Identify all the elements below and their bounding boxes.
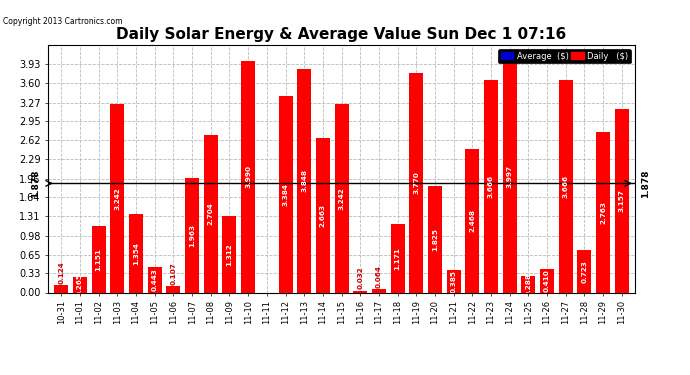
Bar <box>596 132 610 292</box>
Text: 2.663: 2.663 <box>320 204 326 226</box>
Text: 1.171: 1.171 <box>395 247 401 270</box>
Bar <box>55 285 68 292</box>
Text: 3.157: 3.157 <box>619 189 624 212</box>
Text: 3.848: 3.848 <box>302 169 307 192</box>
Bar <box>335 104 348 292</box>
Bar <box>166 286 181 292</box>
Text: 3.384: 3.384 <box>282 183 288 206</box>
Text: 0.723: 0.723 <box>582 260 587 283</box>
Text: 3.242: 3.242 <box>339 187 344 210</box>
Bar <box>110 104 124 292</box>
Text: 0.410: 0.410 <box>544 269 550 292</box>
Bar <box>615 109 629 292</box>
Bar <box>353 291 367 292</box>
Text: 0.107: 0.107 <box>170 262 177 285</box>
Text: 1.151: 1.151 <box>96 248 101 270</box>
Bar <box>279 96 293 292</box>
Text: 0.443: 0.443 <box>152 268 158 291</box>
Text: 0.265: 0.265 <box>77 273 83 296</box>
Text: 3.990: 3.990 <box>245 165 251 188</box>
Text: 1.354: 1.354 <box>133 242 139 265</box>
Text: 1.878: 1.878 <box>31 169 40 198</box>
Bar <box>241 61 255 292</box>
Bar <box>73 277 87 292</box>
Bar <box>559 80 573 292</box>
Text: 3.997: 3.997 <box>506 165 513 188</box>
Text: 1.312: 1.312 <box>226 243 233 266</box>
Text: 0.124: 0.124 <box>59 261 64 284</box>
Bar <box>129 214 143 292</box>
Text: 2.763: 2.763 <box>600 201 606 223</box>
Bar <box>222 216 237 292</box>
Bar <box>502 60 517 292</box>
Bar <box>297 69 311 292</box>
Bar <box>185 178 199 292</box>
Text: 1.963: 1.963 <box>189 224 195 247</box>
Text: 3.242: 3.242 <box>115 187 121 210</box>
Text: 2.468: 2.468 <box>469 209 475 232</box>
Title: Daily Solar Energy & Average Value Sun Dec 1 07:16: Daily Solar Energy & Average Value Sun D… <box>117 27 566 42</box>
Text: 0.385: 0.385 <box>451 270 457 293</box>
Bar <box>465 149 480 292</box>
Bar <box>316 138 330 292</box>
Legend: Average  ($), Daily   ($): Average ($), Daily ($) <box>498 49 631 63</box>
Text: 0.288: 0.288 <box>525 273 531 296</box>
Text: 0.064: 0.064 <box>376 265 382 288</box>
Bar <box>391 225 404 292</box>
Text: 0.032: 0.032 <box>357 267 363 290</box>
Bar <box>428 186 442 292</box>
Text: 2.704: 2.704 <box>208 202 214 225</box>
Bar <box>372 289 386 292</box>
Text: 3.666: 3.666 <box>488 174 494 198</box>
Bar <box>409 74 423 292</box>
Bar <box>446 270 461 292</box>
Text: 3.770: 3.770 <box>413 172 420 194</box>
Bar <box>578 251 591 292</box>
Bar <box>522 276 535 292</box>
Text: 1.878: 1.878 <box>642 169 651 198</box>
Bar <box>92 226 106 292</box>
Bar <box>148 267 161 292</box>
Text: Copyright 2013 Cartronics.com: Copyright 2013 Cartronics.com <box>3 17 123 26</box>
Bar <box>204 135 218 292</box>
Bar <box>484 80 498 292</box>
Text: 1.825: 1.825 <box>432 228 438 251</box>
Text: 3.666: 3.666 <box>562 174 569 198</box>
Bar <box>540 268 554 292</box>
